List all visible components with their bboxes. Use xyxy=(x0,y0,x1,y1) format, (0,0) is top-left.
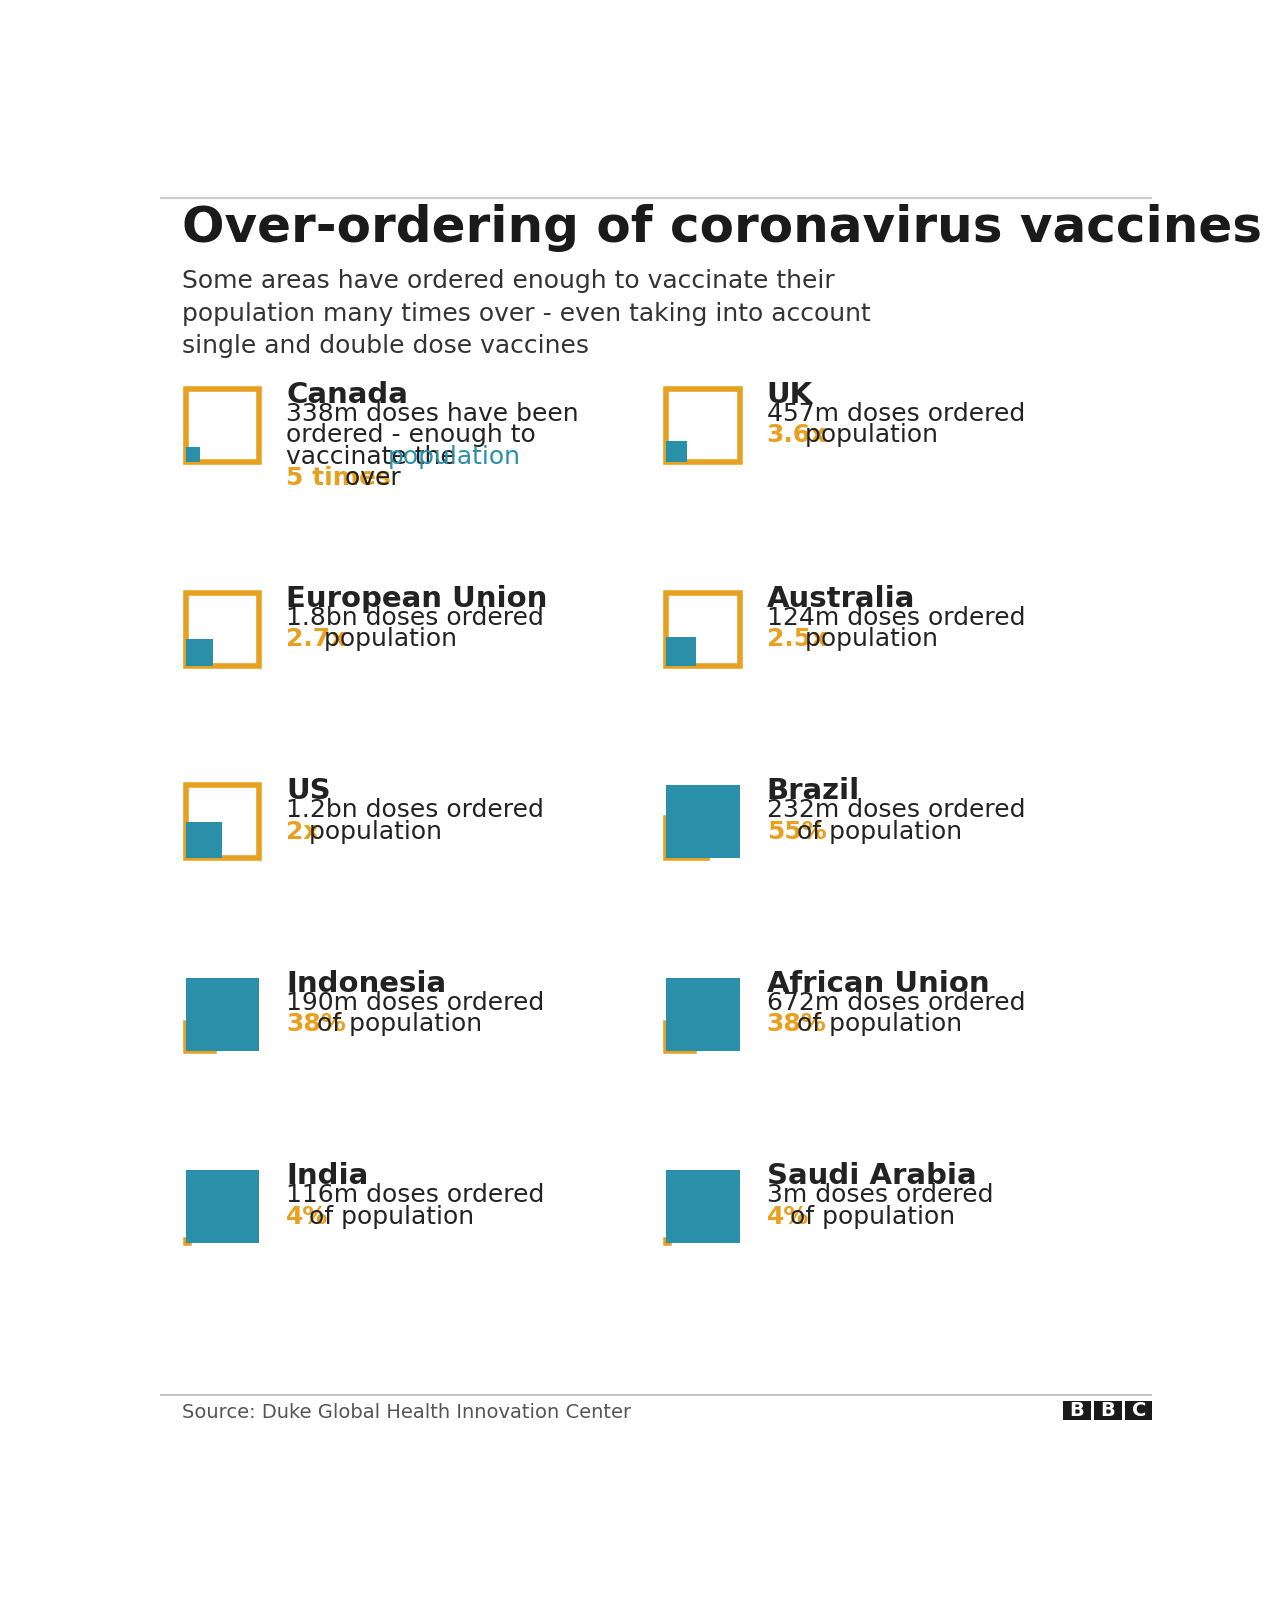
Text: Over-ordering of coronavirus vaccines: Over-ordering of coronavirus vaccines xyxy=(182,203,1262,252)
Bar xyxy=(666,1240,669,1243)
Text: European Union: European Union xyxy=(287,585,548,614)
Text: 38%: 38% xyxy=(767,1012,827,1036)
Bar xyxy=(666,389,740,461)
Bar xyxy=(1062,1402,1091,1419)
Text: of population: of population xyxy=(790,820,963,844)
Text: India: India xyxy=(287,1163,369,1190)
Text: Brazil: Brazil xyxy=(767,777,860,806)
Text: African Union: African Union xyxy=(767,969,989,998)
Text: ordered - enough to: ordered - enough to xyxy=(287,423,536,447)
Text: population: population xyxy=(316,628,457,650)
Text: 672m doses ordered: 672m doses ordered xyxy=(767,990,1025,1014)
Text: 1.8bn doses ordered: 1.8bn doses ordered xyxy=(287,606,544,630)
Bar xyxy=(186,1169,259,1243)
Text: Some areas have ordered enough to vaccinate their
population many times over - e: Some areas have ordered enough to vaccin… xyxy=(182,269,870,359)
Bar xyxy=(186,977,259,1051)
Text: over: over xyxy=(337,466,401,490)
Text: 55%: 55% xyxy=(767,820,827,844)
Bar xyxy=(186,593,259,666)
Bar xyxy=(186,389,259,461)
Text: 116m doses ordered: 116m doses ordered xyxy=(287,1184,545,1208)
Bar xyxy=(1125,1402,1153,1419)
Text: 338m doses have been: 338m doses have been xyxy=(287,402,579,426)
Text: 38%: 38% xyxy=(287,1012,346,1036)
Text: of population: of population xyxy=(790,1012,963,1036)
Bar xyxy=(186,822,223,859)
Bar xyxy=(666,785,740,859)
Text: B: B xyxy=(1070,1400,1084,1419)
Text: 232m doses ordered: 232m doses ordered xyxy=(767,798,1025,822)
Bar xyxy=(666,977,740,1051)
Text: UK: UK xyxy=(767,381,813,409)
Bar xyxy=(1094,1402,1121,1419)
Text: 4%: 4% xyxy=(287,1205,329,1229)
Text: Canada: Canada xyxy=(287,381,408,409)
Text: of population: of population xyxy=(301,1205,475,1229)
Text: Saudi Arabia: Saudi Arabia xyxy=(767,1163,977,1190)
Text: Indonesia: Indonesia xyxy=(287,969,447,998)
Text: vaccinate the: vaccinate the xyxy=(287,445,465,469)
Text: population: population xyxy=(388,445,521,469)
Bar xyxy=(666,442,686,461)
Bar xyxy=(666,1024,694,1051)
Text: 1.2bn doses ordered: 1.2bn doses ordered xyxy=(287,798,544,822)
Text: B: B xyxy=(1101,1400,1115,1419)
Text: 124m doses ordered: 124m doses ordered xyxy=(767,606,1025,630)
Text: US: US xyxy=(287,777,332,806)
Text: 5 times: 5 times xyxy=(287,466,392,490)
Bar xyxy=(666,819,707,859)
Text: 457m doses ordered: 457m doses ordered xyxy=(767,402,1025,426)
Bar xyxy=(666,593,740,666)
Bar xyxy=(186,785,259,859)
Text: of population: of population xyxy=(782,1205,955,1229)
Text: 2x: 2x xyxy=(287,820,320,844)
Text: Australia: Australia xyxy=(767,585,915,614)
Text: C: C xyxy=(1132,1400,1146,1419)
Text: population: population xyxy=(796,423,938,447)
Bar xyxy=(186,447,200,461)
Text: 3.6x: 3.6x xyxy=(767,423,827,447)
Bar xyxy=(666,1169,740,1243)
Text: 2.7x: 2.7x xyxy=(287,628,347,650)
Text: Source: Duke Global Health Innovation Center: Source: Duke Global Health Innovation Ce… xyxy=(182,1403,631,1421)
Text: 2.5x: 2.5x xyxy=(767,628,827,650)
Text: 190m doses ordered: 190m doses ordered xyxy=(287,990,544,1014)
Text: population: population xyxy=(796,628,938,650)
Bar xyxy=(666,636,695,666)
Bar xyxy=(186,1024,214,1051)
Text: of population: of population xyxy=(308,1012,481,1036)
Bar xyxy=(186,1240,188,1243)
Text: 4%: 4% xyxy=(767,1205,809,1229)
Text: population: population xyxy=(301,820,443,844)
Bar xyxy=(186,639,212,666)
Text: 3m doses ordered: 3m doses ordered xyxy=(767,1184,993,1208)
